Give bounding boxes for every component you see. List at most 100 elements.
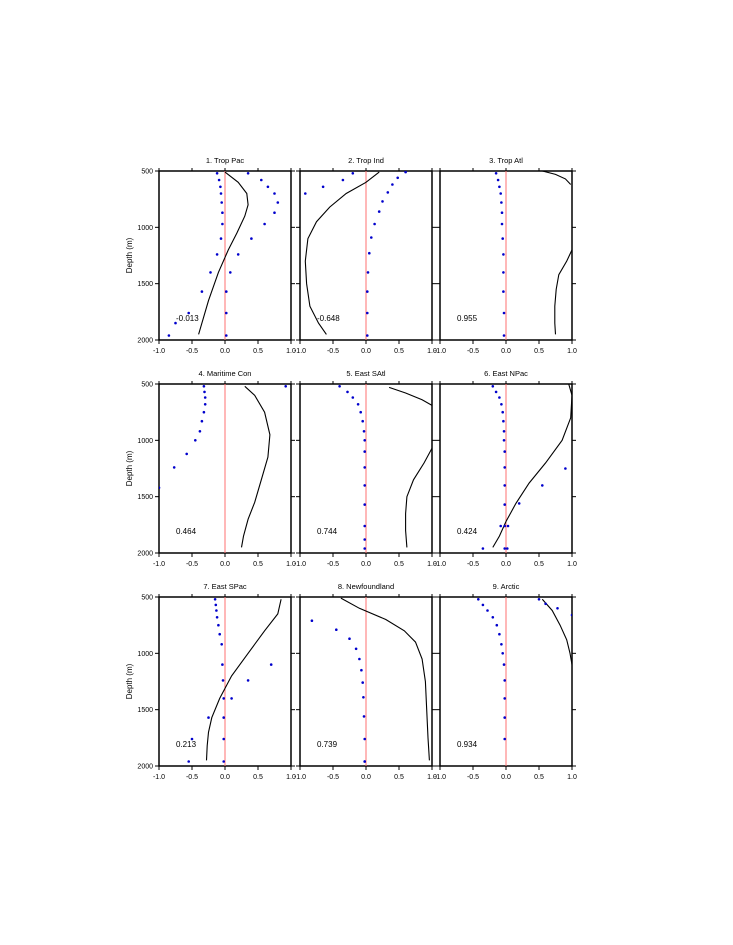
- panel-title: 6. East NPac: [484, 369, 528, 378]
- x-tick-label: -1.0: [294, 774, 306, 781]
- x-tick-label: 0.5: [253, 774, 263, 781]
- data-point: [501, 237, 505, 240]
- data-point: [503, 737, 507, 741]
- data-point: [503, 716, 507, 719]
- data-point: [360, 668, 363, 672]
- x-tick-label: -0.5: [186, 774, 198, 781]
- data-point: [544, 602, 547, 606]
- data-point: [361, 419, 365, 423]
- data-point: [500, 403, 503, 406]
- y-axis-label: Depth (m): [125, 450, 134, 486]
- x-tick-label: -1.0: [294, 348, 306, 355]
- data-point: [517, 502, 521, 505]
- series-line: [304, 171, 380, 335]
- y-tick-label: 500: [141, 595, 153, 602]
- series-line: [405, 447, 432, 548]
- data-point: [246, 679, 250, 682]
- x-tick-label: 1.0: [427, 348, 437, 355]
- correlation-value: 0.955: [457, 314, 478, 323]
- data-point: [366, 290, 369, 293]
- x-tick-label: -0.5: [467, 348, 479, 355]
- data-point: [496, 178, 500, 182]
- data-point: [351, 396, 355, 399]
- data-point: [167, 334, 171, 337]
- data-point: [499, 524, 503, 528]
- data-point: [200, 290, 204, 293]
- data-point: [222, 716, 225, 719]
- data-point: [363, 760, 367, 763]
- series-line: [541, 598, 572, 665]
- x-tick-label: 1.0: [567, 561, 577, 568]
- data-point: [348, 637, 351, 640]
- data-point: [481, 547, 485, 550]
- data-point: [185, 452, 188, 456]
- data-point: [220, 201, 223, 204]
- data-point: [363, 524, 367, 528]
- y-tick-label: 2000: [137, 551, 153, 558]
- x-tick-label: 0.0: [361, 348, 371, 355]
- y-tick-label: 1000: [137, 225, 153, 232]
- data-point: [363, 503, 367, 506]
- data-point: [366, 271, 370, 274]
- x-tick-label: -1.0: [294, 561, 306, 568]
- data-point: [500, 222, 504, 226]
- data-point: [219, 192, 223, 195]
- data-point: [273, 211, 276, 214]
- data-point: [359, 410, 363, 414]
- data-point: [503, 484, 507, 487]
- x-tick-label: 0.5: [534, 348, 544, 355]
- data-point: [503, 466, 507, 469]
- series-line: [340, 597, 430, 761]
- x-tick-label: -0.5: [186, 561, 198, 568]
- data-point: [502, 663, 506, 666]
- data-point: [222, 737, 225, 741]
- data-point: [502, 290, 505, 293]
- data-point: [500, 201, 503, 204]
- data-point: [218, 632, 221, 636]
- panel-6: 6. East NPac -1.0 -0.5 0.0 0.5 1.0 0.424: [434, 369, 577, 568]
- data-point: [220, 643, 223, 646]
- panel-title: 5. East SAtl: [346, 369, 386, 378]
- data-point: [356, 403, 360, 406]
- panel-title: 2. Trop Ind: [348, 156, 384, 165]
- panel-title: 3. Trop Atl: [489, 156, 523, 165]
- data-point: [363, 538, 367, 541]
- data-point: [501, 410, 505, 414]
- data-point: [338, 385, 341, 388]
- data-point: [187, 760, 190, 763]
- data-point: [391, 183, 394, 186]
- data-point: [203, 390, 206, 394]
- correlation-value: 0.213: [176, 740, 197, 749]
- correlation-value: 0.739: [317, 740, 338, 749]
- data-point: [335, 628, 338, 631]
- data-point: [202, 385, 206, 388]
- data-point: [502, 419, 505, 423]
- y-tick-label: 1500: [137, 281, 153, 288]
- data-point: [222, 697, 225, 700]
- data-point: [363, 466, 367, 469]
- data-point: [219, 185, 222, 189]
- plot-area: [167, 171, 280, 340]
- data-point: [221, 663, 224, 666]
- x-tick-label: 0.0: [220, 348, 230, 355]
- data-point: [503, 679, 507, 682]
- data-point: [221, 679, 225, 682]
- plot-area: [304, 171, 407, 340]
- data-point: [304, 192, 307, 195]
- panel-8: 8. Newfoundland -1.0 -0.5 0.0 0.5 1.0 0.739: [294, 582, 437, 781]
- data-point: [495, 623, 499, 627]
- data-point: [260, 178, 263, 182]
- series-line: [542, 171, 572, 185]
- x-tick-label: -1.0: [153, 561, 165, 568]
- x-tick-label: 0.5: [253, 561, 263, 568]
- data-point: [236, 253, 240, 256]
- data-point: [346, 390, 349, 394]
- y-tick-label: 1500: [137, 707, 153, 714]
- data-point: [361, 681, 365, 684]
- y-tick-label: 2000: [137, 764, 153, 771]
- data-point: [377, 210, 381, 213]
- data-point: [174, 321, 177, 325]
- data-point: [266, 185, 270, 189]
- data-point: [363, 737, 367, 741]
